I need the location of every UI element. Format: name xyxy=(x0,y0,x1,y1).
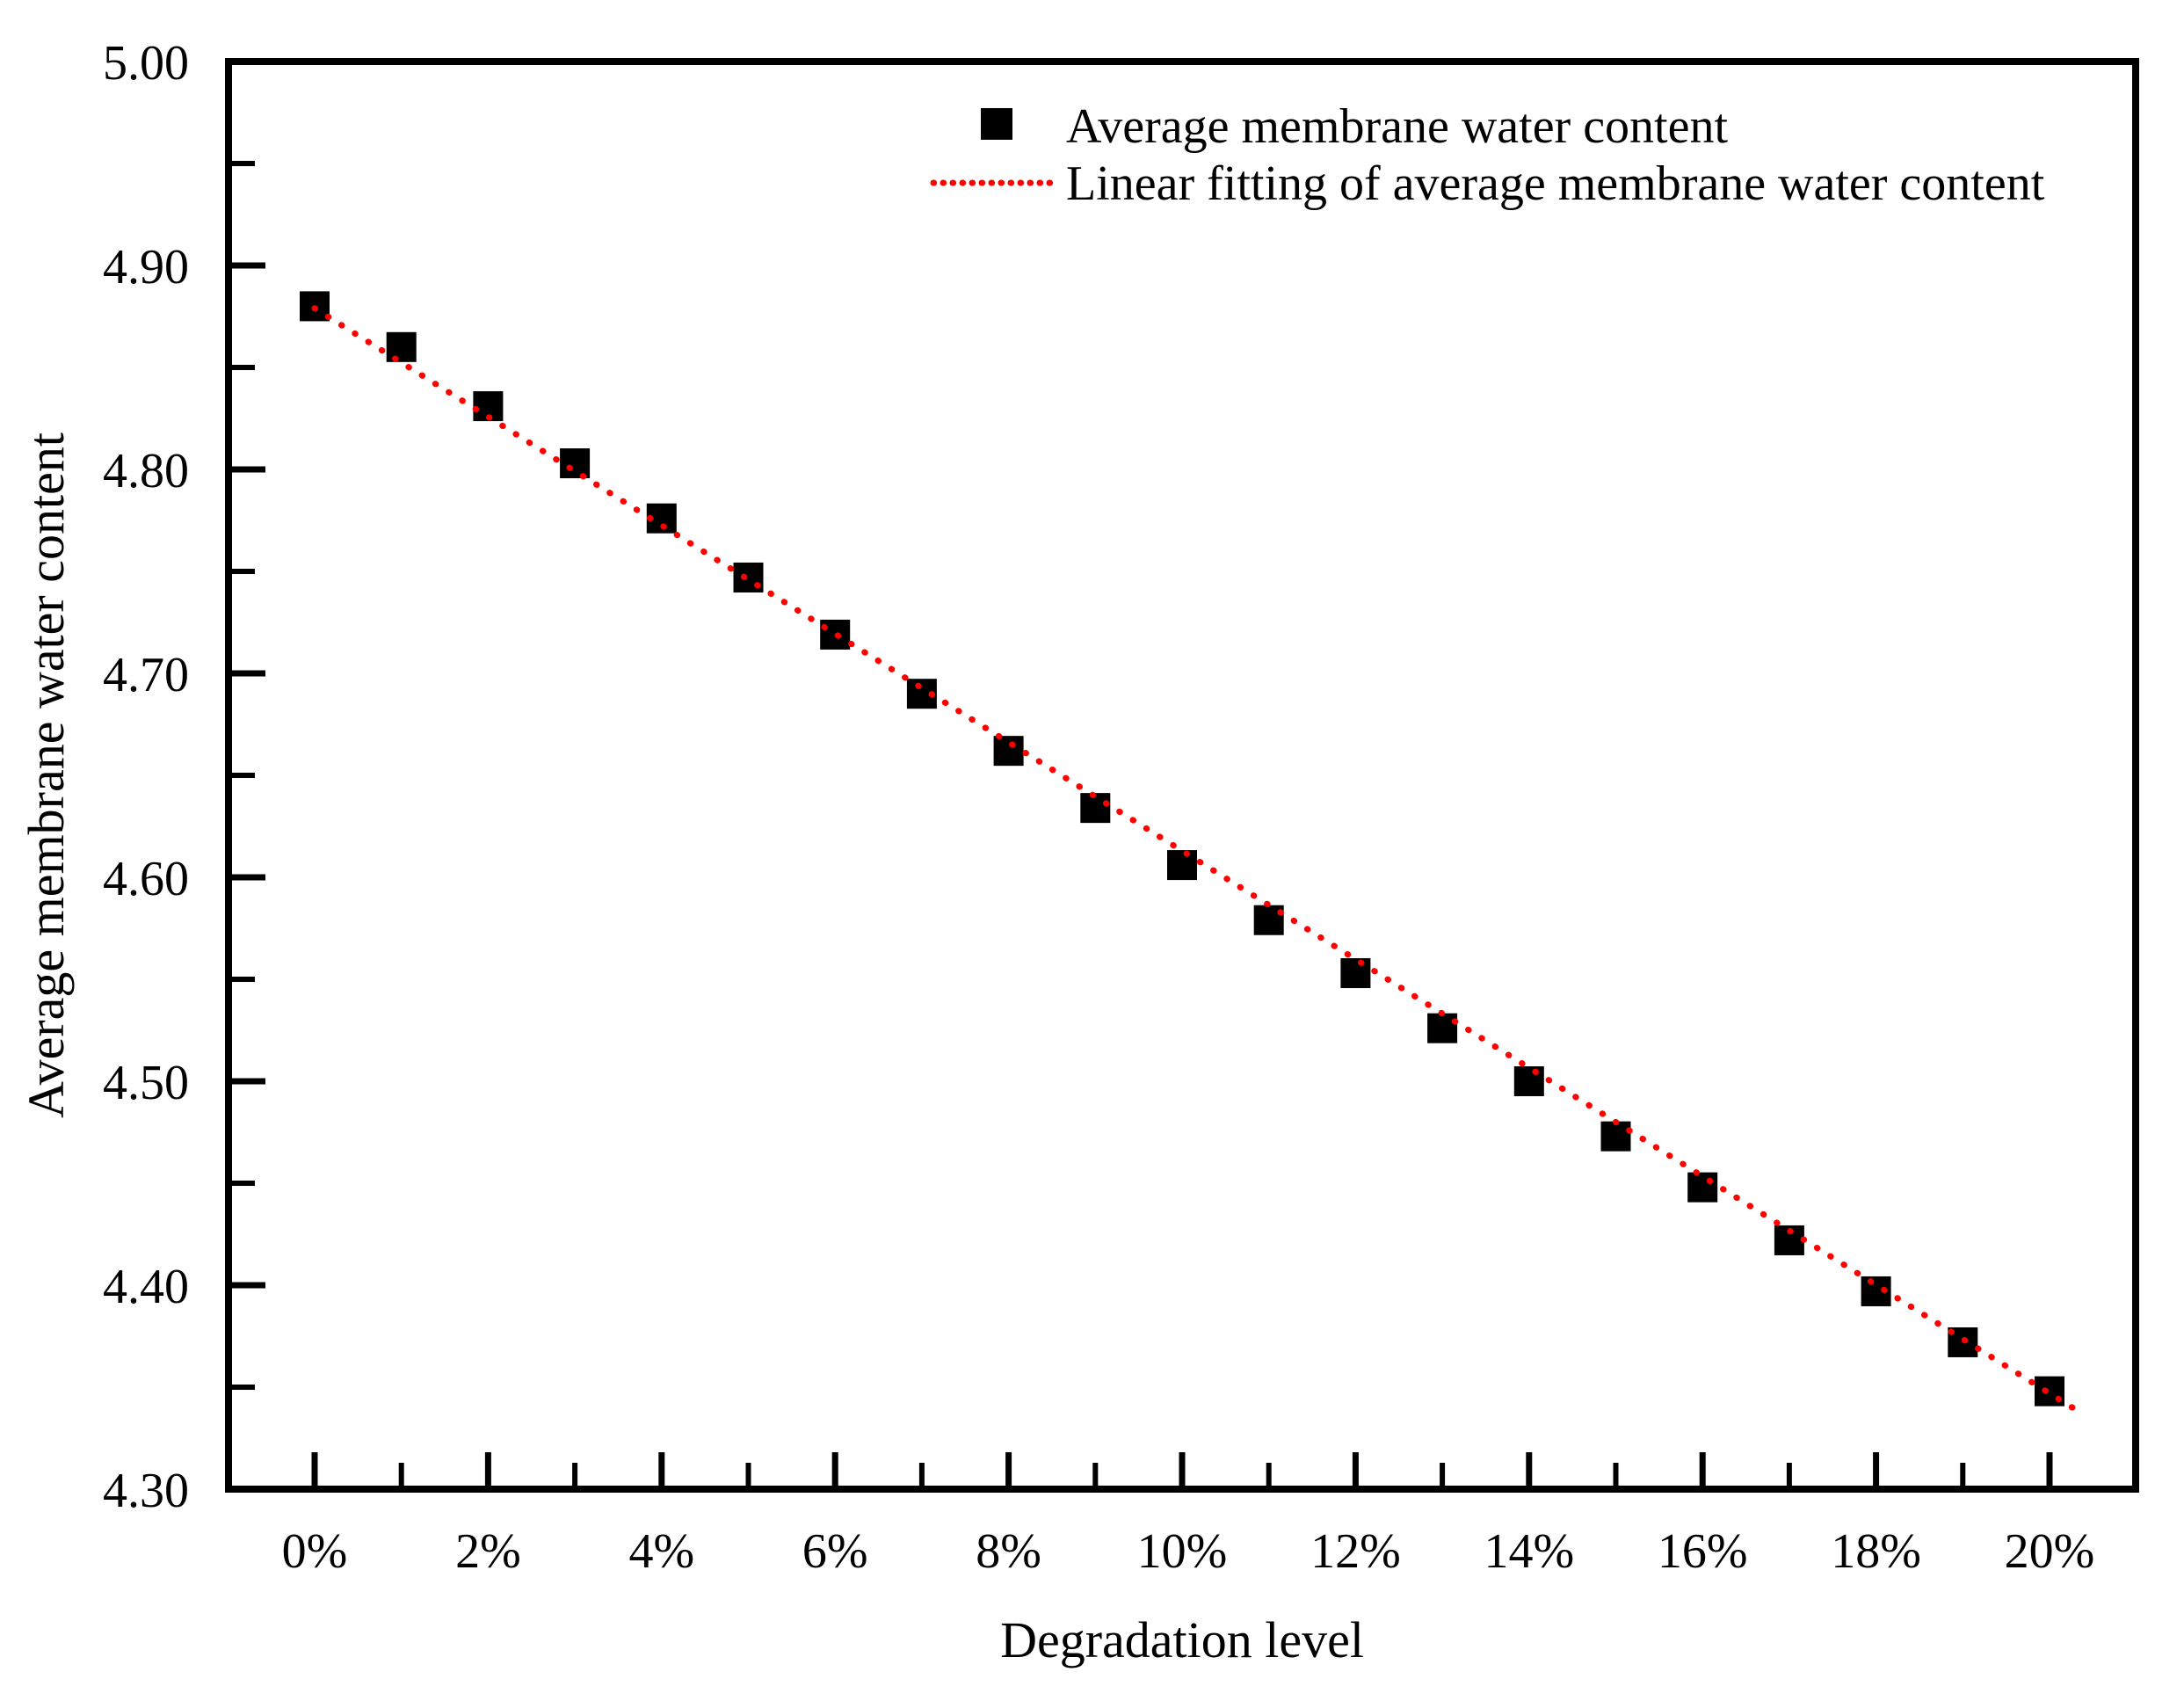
x-axis-title: Degradation level xyxy=(1000,1611,1364,1668)
y-axis-tick-label: 4.60 xyxy=(103,852,189,906)
data-point xyxy=(560,448,591,479)
data-point xyxy=(1340,958,1371,989)
x-axis-tick-label: 10% xyxy=(1137,1524,1228,1579)
x-axis-tick-label: 0% xyxy=(282,1524,348,1579)
x-axis-tick-label: 20% xyxy=(2005,1524,2095,1579)
x-axis-tick-label: 4% xyxy=(628,1524,694,1579)
data-point xyxy=(1167,850,1197,881)
x-axis-tick-label: 14% xyxy=(1484,1524,1574,1579)
y-axis-tick-label: 4.50 xyxy=(103,1056,189,1110)
x-axis-tick-label: 2% xyxy=(455,1524,521,1579)
y-axis-tick-label: 5.00 xyxy=(103,36,189,91)
y-axis-tick-label: 4.90 xyxy=(103,240,189,294)
x-axis-tick-label: 12% xyxy=(1310,1524,1401,1579)
data-point xyxy=(1080,793,1111,824)
data-point xyxy=(993,736,1024,767)
x-axis-tick-label: 6% xyxy=(802,1524,868,1579)
data-point xyxy=(1513,1066,1544,1096)
x-axis-tick-label: 16% xyxy=(1658,1524,1748,1579)
x-axis-tick-label: 18% xyxy=(1831,1524,1921,1579)
data-point xyxy=(1427,1013,1458,1043)
y-axis-tick-label: 4.70 xyxy=(103,648,189,702)
fit-line xyxy=(311,305,2079,1413)
data-point xyxy=(386,331,417,362)
y-axis-tick-label: 4.80 xyxy=(103,444,189,498)
data-point xyxy=(1600,1121,1631,1152)
y-axis-title: Average membrane water content xyxy=(18,433,75,1118)
plot-border xyxy=(225,58,2139,1493)
x-axis-tick-label: 8% xyxy=(976,1524,1041,1579)
legend-label-series1: Average membrane water content xyxy=(1066,99,1728,154)
y-axis-tick-label: 4.30 xyxy=(103,1464,189,1518)
y-axis-tick-label: 4.40 xyxy=(103,1260,189,1314)
data-point xyxy=(1687,1172,1718,1203)
legend-label-series2: Linear fitting of average membrane water… xyxy=(1066,156,2045,211)
legend-marker-square xyxy=(981,108,1012,140)
